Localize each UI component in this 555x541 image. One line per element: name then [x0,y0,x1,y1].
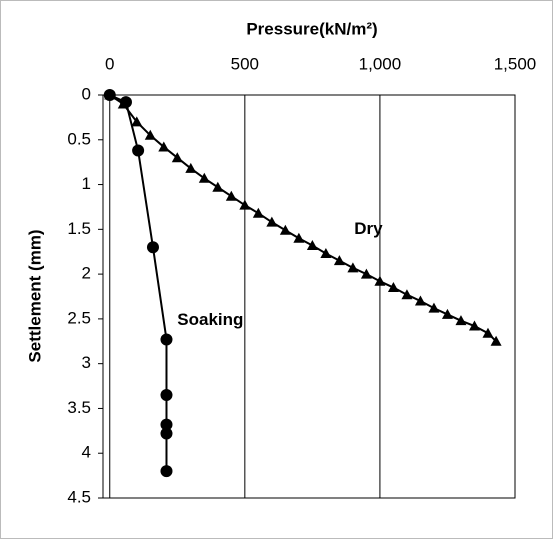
x-tick-label: 0 [105,54,114,73]
y-tick-label: 2 [82,264,91,283]
y-tick-label: 3 [82,353,91,372]
data-point [428,302,440,313]
data-point [387,282,399,293]
data-point [266,216,278,227]
chart-title: Pressure(kN/m²) [246,19,377,38]
y-tick-label: 0.5 [67,129,91,148]
y-axis-title: Settlement (mm) [25,229,44,362]
data-point [320,248,332,259]
data-point [144,129,156,140]
data-point [119,96,132,109]
data-point [185,162,197,173]
data-point [279,224,291,235]
data-point [374,275,386,286]
data-point [160,465,173,478]
data-point [146,241,159,254]
y-tick-label: 3.5 [67,398,91,417]
data-point [306,239,318,250]
series-label: Soaking [177,310,243,329]
data-point [239,199,251,210]
data-point [455,315,467,326]
data-point [171,152,183,163]
y-tick-label: 4 [82,443,91,462]
data-point [468,320,480,331]
data-point [360,268,372,279]
y-tick-label: 0 [82,84,91,103]
x-tick-label: 1,500 [494,54,537,73]
data-point [482,327,494,338]
data-point [131,116,143,127]
y-tick-label: 2.5 [67,308,91,327]
data-point [198,172,210,183]
data-point [160,333,173,346]
data-point [225,190,237,201]
data-point [414,295,426,306]
series-label: Dry [354,219,383,238]
y-tick-label: 1.5 [67,219,91,238]
data-point [132,144,145,157]
y-tick-label: 4.5 [67,487,91,506]
data-point [333,255,345,266]
data-point [160,427,173,440]
y-tick-label: 1 [82,174,91,193]
data-point [347,262,359,273]
data-point [103,89,116,101]
data-point [401,289,413,300]
data-point [490,335,502,346]
x-tick-label: 500 [231,54,259,73]
data-point [160,418,173,431]
data-point [160,389,173,402]
data-point [293,232,305,243]
data-point [158,141,170,152]
data-point [212,181,224,192]
data-point [252,207,264,218]
x-tick-label: 1,000 [359,54,402,73]
data-point [441,308,453,319]
